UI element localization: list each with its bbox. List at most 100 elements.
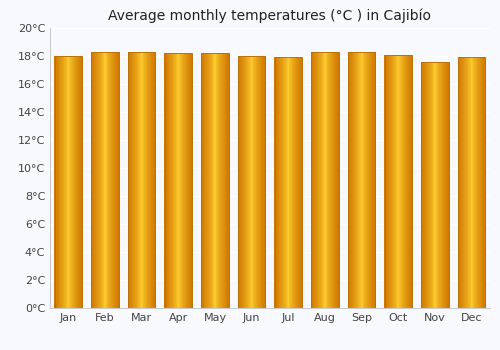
Bar bbox=[375, 52, 376, 308]
Bar bbox=[458, 57, 485, 308]
Bar bbox=[334, 52, 335, 308]
Bar bbox=[433, 62, 434, 308]
Bar bbox=[75, 56, 76, 308]
Bar bbox=[296, 57, 297, 308]
Bar bbox=[95, 52, 96, 308]
Bar bbox=[421, 62, 448, 308]
Bar bbox=[462, 57, 464, 308]
Bar bbox=[187, 53, 188, 308]
Bar bbox=[337, 52, 338, 308]
Bar bbox=[295, 57, 296, 308]
Bar bbox=[275, 57, 276, 308]
Bar bbox=[219, 53, 220, 308]
Bar bbox=[278, 57, 279, 308]
Bar bbox=[389, 55, 390, 308]
Bar bbox=[407, 55, 408, 308]
Bar bbox=[204, 53, 205, 308]
Bar bbox=[98, 52, 99, 308]
Bar bbox=[357, 52, 358, 308]
Bar bbox=[331, 52, 332, 308]
Bar bbox=[151, 52, 152, 308]
Bar bbox=[258, 56, 259, 308]
Bar bbox=[354, 52, 355, 308]
Bar bbox=[59, 56, 60, 308]
Bar bbox=[138, 52, 139, 308]
Bar bbox=[110, 52, 111, 308]
Bar bbox=[335, 52, 336, 308]
Bar bbox=[293, 57, 294, 308]
Bar bbox=[153, 52, 154, 308]
Bar bbox=[399, 55, 400, 308]
Bar bbox=[106, 52, 108, 308]
Bar bbox=[170, 53, 171, 308]
Bar bbox=[429, 62, 430, 308]
Bar bbox=[136, 52, 137, 308]
Bar bbox=[150, 52, 151, 308]
Bar bbox=[76, 56, 77, 308]
Bar bbox=[481, 57, 482, 308]
Bar bbox=[402, 55, 403, 308]
Bar bbox=[201, 53, 202, 308]
Bar bbox=[338, 52, 339, 308]
Bar bbox=[77, 56, 78, 308]
Bar bbox=[240, 56, 241, 308]
Bar bbox=[435, 62, 436, 308]
Bar bbox=[321, 52, 322, 308]
Bar bbox=[64, 56, 65, 308]
Bar bbox=[444, 62, 445, 308]
Bar bbox=[55, 56, 56, 308]
Bar bbox=[411, 55, 412, 308]
Bar bbox=[447, 62, 448, 308]
Bar bbox=[384, 55, 385, 308]
Bar bbox=[186, 53, 187, 308]
Bar bbox=[91, 52, 119, 308]
Bar bbox=[408, 55, 409, 308]
Bar bbox=[465, 57, 466, 308]
Bar bbox=[168, 53, 169, 308]
Bar bbox=[78, 56, 79, 308]
Bar bbox=[443, 62, 444, 308]
Bar bbox=[369, 52, 370, 308]
Bar bbox=[205, 53, 206, 308]
Bar bbox=[426, 62, 427, 308]
Title: Average monthly temperatures (°C ) in Cajibío: Average monthly temperatures (°C ) in Ca… bbox=[108, 8, 432, 23]
Bar bbox=[216, 53, 218, 308]
Bar bbox=[206, 53, 207, 308]
Bar bbox=[315, 52, 316, 308]
Bar bbox=[467, 57, 468, 308]
Bar bbox=[294, 57, 295, 308]
Bar bbox=[371, 52, 372, 308]
Bar bbox=[74, 56, 75, 308]
Bar bbox=[139, 52, 140, 308]
Bar bbox=[427, 62, 428, 308]
Bar bbox=[336, 52, 337, 308]
Bar bbox=[285, 57, 286, 308]
Bar bbox=[264, 56, 265, 308]
Bar bbox=[247, 56, 248, 308]
Bar bbox=[130, 52, 131, 308]
Bar bbox=[385, 55, 386, 308]
Bar bbox=[128, 52, 156, 308]
Bar bbox=[56, 56, 57, 308]
Bar bbox=[144, 52, 145, 308]
Bar bbox=[261, 56, 262, 308]
Bar bbox=[60, 56, 61, 308]
Bar bbox=[238, 56, 266, 308]
Bar bbox=[71, 56, 72, 308]
Bar bbox=[372, 52, 373, 308]
Bar bbox=[190, 53, 192, 308]
Bar bbox=[61, 56, 62, 308]
Bar bbox=[470, 57, 471, 308]
Bar bbox=[81, 56, 82, 308]
Bar bbox=[208, 53, 209, 308]
Bar bbox=[479, 57, 480, 308]
Bar bbox=[363, 52, 364, 308]
Bar bbox=[287, 57, 288, 308]
Bar bbox=[164, 53, 192, 308]
Bar bbox=[93, 52, 94, 308]
Bar bbox=[358, 52, 359, 308]
Bar bbox=[140, 52, 141, 308]
Bar bbox=[472, 57, 473, 308]
Bar bbox=[116, 52, 117, 308]
Bar bbox=[359, 52, 360, 308]
